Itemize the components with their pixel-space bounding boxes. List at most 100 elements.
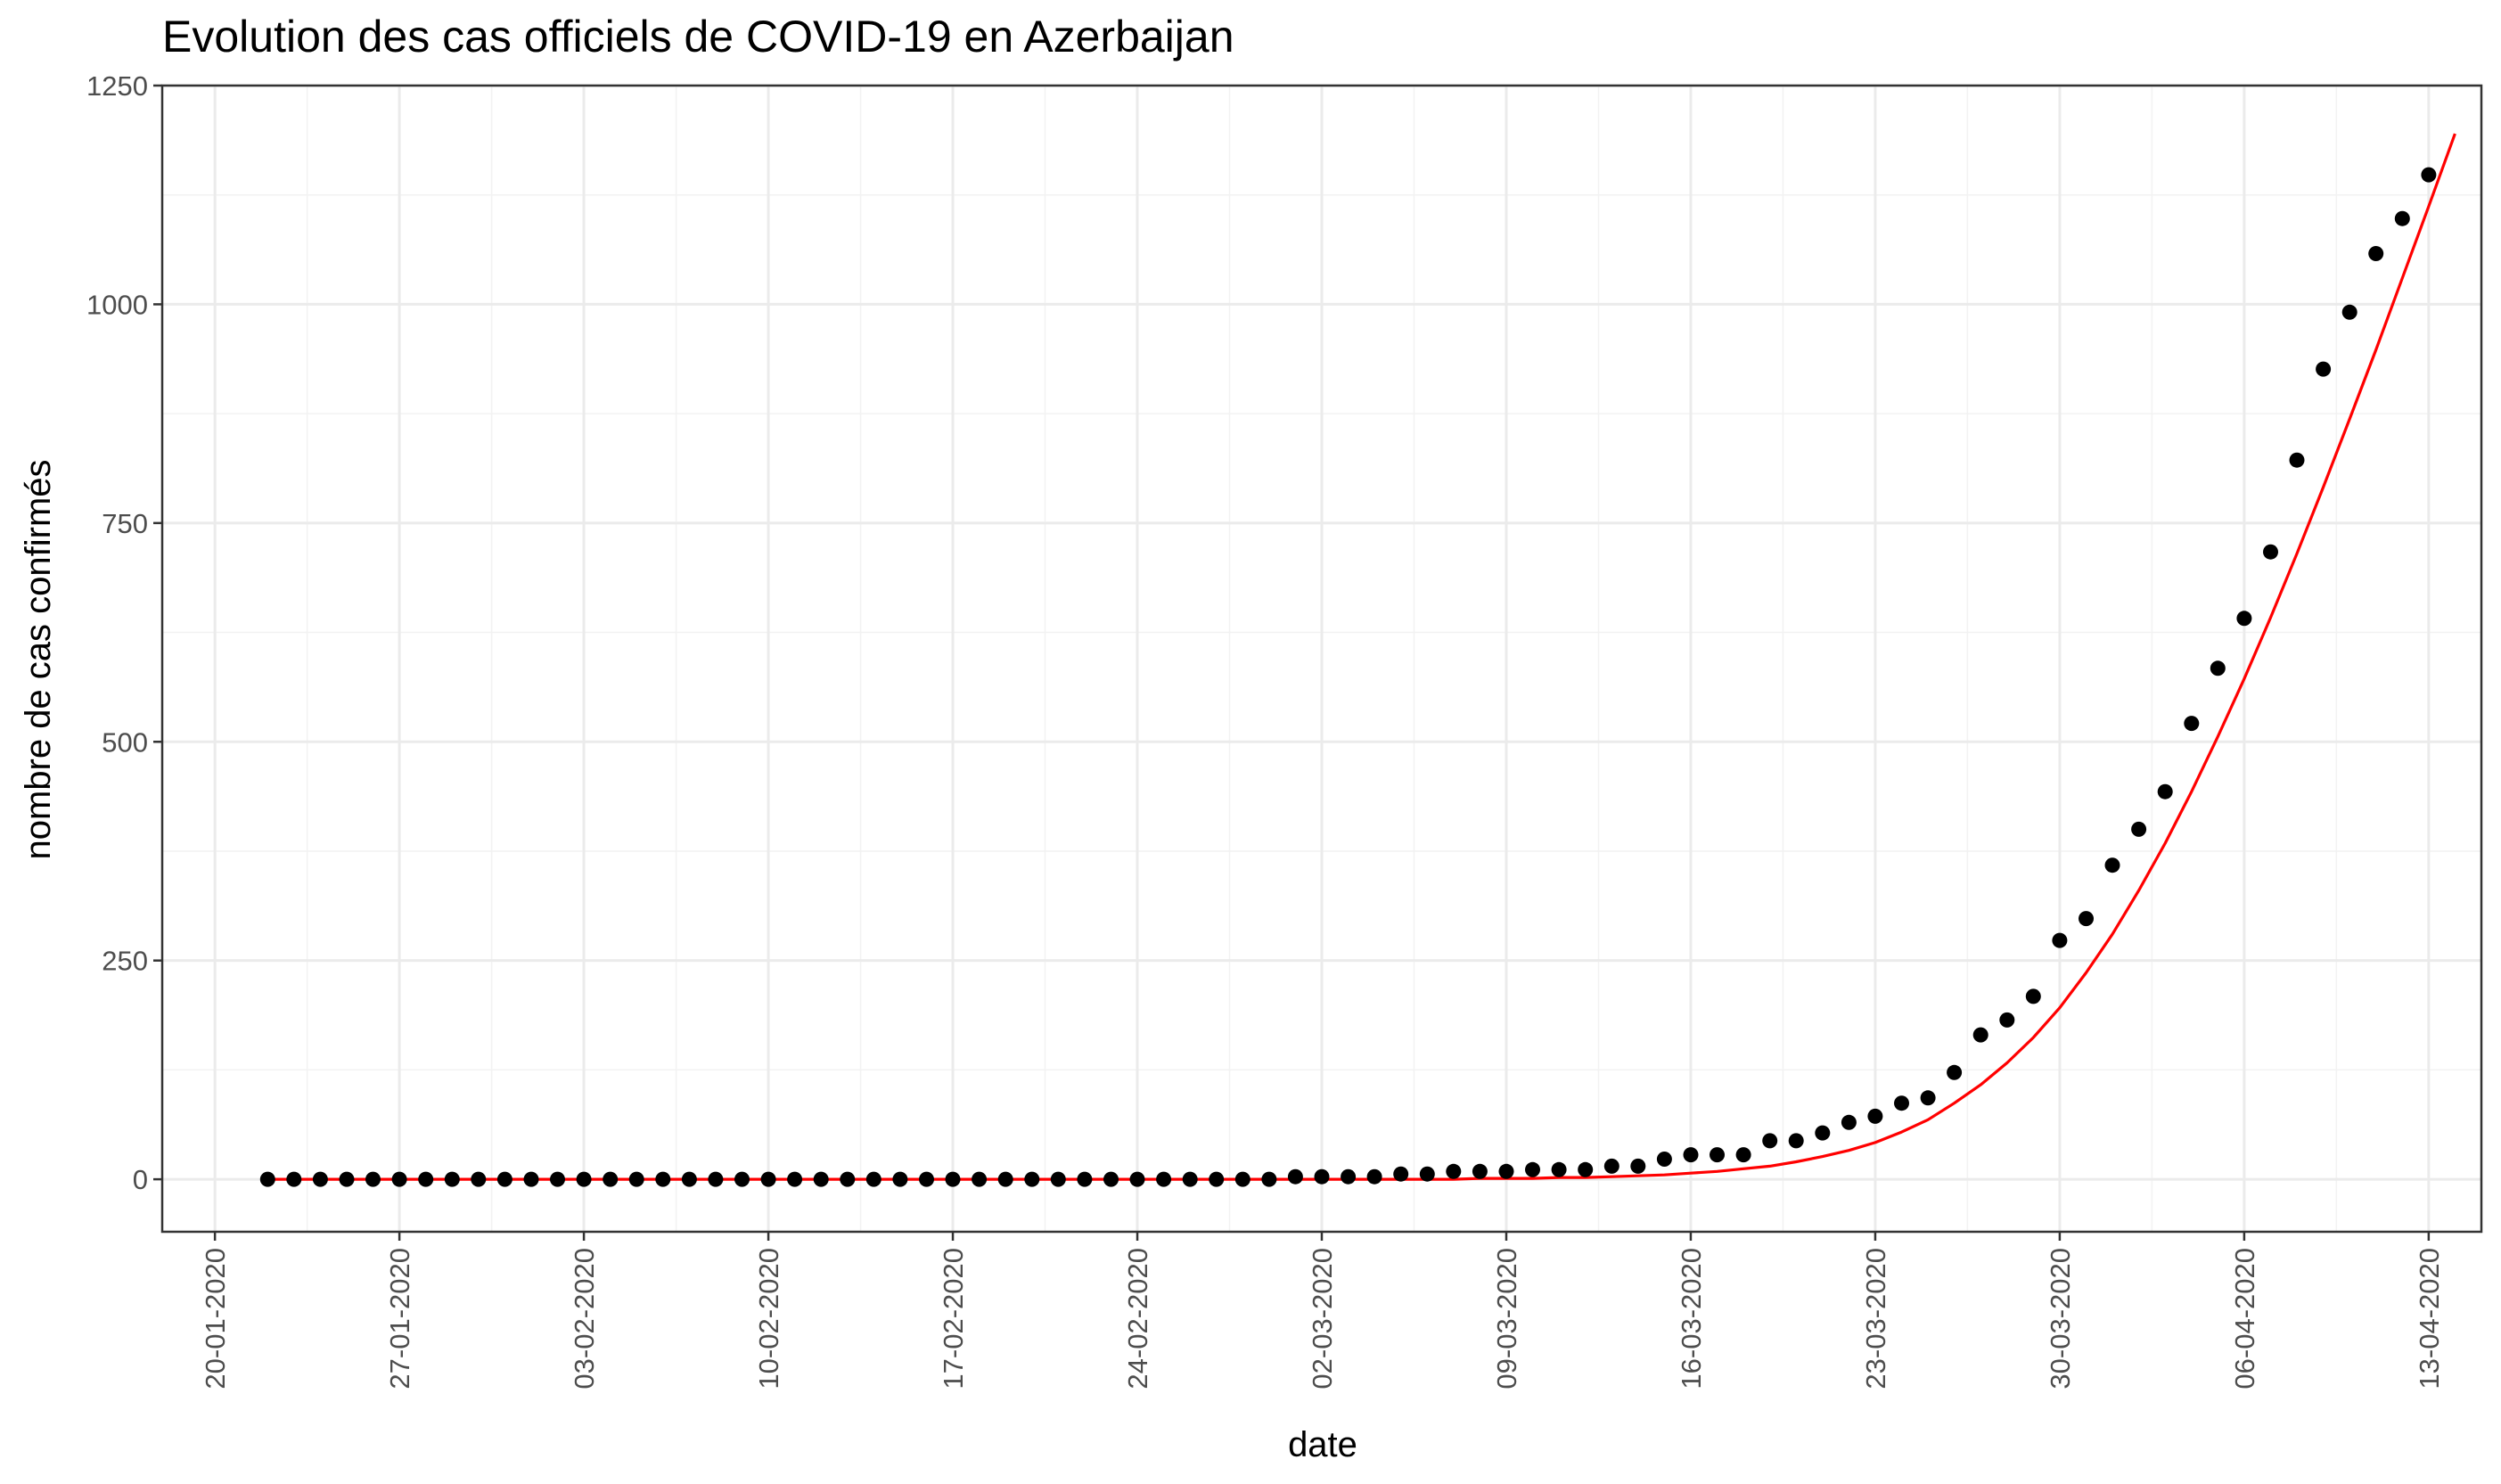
data-point — [1710, 1147, 1725, 1163]
data-point — [2079, 911, 2094, 927]
data-point — [1920, 1090, 1936, 1106]
data-point — [2104, 857, 2120, 873]
y-tick-label: 1250 — [86, 70, 148, 102]
data-point — [444, 1171, 460, 1187]
data-point — [2210, 660, 2226, 676]
data-point — [1815, 1125, 1831, 1141]
data-point — [1341, 1168, 1357, 1185]
data-point — [1999, 1012, 2015, 1028]
x-tick-label: 02-03-2020 — [1307, 1248, 1338, 1390]
data-point — [1762, 1133, 1778, 1149]
data-point — [1867, 1108, 1883, 1124]
data-point — [1551, 1161, 1567, 1177]
data-point — [1077, 1171, 1093, 1187]
x-tick-label: 27-01-2020 — [384, 1248, 415, 1390]
y-axis-title: nombre de cas confirmés — [19, 459, 58, 859]
data-point — [2394, 210, 2410, 226]
data-point — [1578, 1161, 1594, 1177]
data-point — [339, 1171, 355, 1187]
data-point — [312, 1171, 328, 1187]
data-point — [2341, 304, 2358, 320]
data-point — [1446, 1163, 1462, 1179]
data-point — [286, 1171, 302, 1187]
data-point — [1366, 1168, 1382, 1185]
data-point — [1261, 1171, 1277, 1187]
data-point — [1393, 1166, 1409, 1182]
x-tick-label: 30-03-2020 — [2045, 1248, 2076, 1390]
y-axis: 0 250 500 750 1000 1250 — [86, 70, 162, 1195]
data-point — [708, 1171, 724, 1187]
data-point — [418, 1171, 434, 1187]
data-point — [2263, 544, 2278, 560]
data-point — [892, 1171, 908, 1187]
data-point — [1472, 1163, 1488, 1179]
data-point — [365, 1171, 381, 1187]
x-tick-label: 09-03-2020 — [1491, 1248, 1522, 1390]
data-point — [1788, 1133, 1804, 1149]
y-tick-label: 1000 — [86, 289, 148, 320]
data-point — [628, 1171, 644, 1187]
y-tick-label: 750 — [102, 508, 148, 539]
data-point — [523, 1171, 539, 1187]
data-point — [1603, 1158, 1620, 1174]
data-point — [603, 1171, 619, 1187]
data-point — [813, 1171, 829, 1187]
data-point — [2025, 988, 2041, 1004]
x-tick-label: 24-02-2020 — [1122, 1248, 1153, 1390]
x-tick-label: 17-02-2020 — [938, 1248, 969, 1390]
gridlines — [162, 84, 2481, 1232]
data-point — [2421, 167, 2437, 183]
data-point — [997, 1171, 1013, 1187]
data-point — [550, 1171, 565, 1187]
data-point — [496, 1171, 512, 1187]
data-point — [1894, 1095, 1909, 1111]
data-point — [681, 1171, 697, 1187]
x-tick-label: 16-03-2020 — [1676, 1248, 1707, 1390]
data-point — [1156, 1171, 1172, 1187]
data-point — [945, 1171, 961, 1187]
x-tick-label: 13-04-2020 — [2414, 1248, 2445, 1390]
data-point — [471, 1171, 487, 1187]
x-tick-label: 20-01-2020 — [200, 1248, 231, 1390]
data-point — [1182, 1171, 1198, 1187]
x-axis-title: date — [1288, 1425, 1357, 1464]
data-point — [2368, 246, 2384, 261]
data-point — [1287, 1168, 1303, 1185]
data-point — [2236, 611, 2252, 627]
x-tick-label: 10-02-2020 — [753, 1248, 784, 1390]
data-point — [2157, 783, 2173, 799]
data-point — [2184, 716, 2200, 732]
data-point — [1209, 1171, 1225, 1187]
data-point — [1103, 1171, 1119, 1187]
data-point — [1314, 1168, 1330, 1185]
points-layer — [259, 167, 2437, 1187]
data-point — [1656, 1152, 1672, 1167]
data-point — [655, 1171, 671, 1187]
data-point — [1024, 1171, 1040, 1187]
data-point — [787, 1171, 803, 1187]
data-point — [2289, 452, 2305, 468]
data-point — [2316, 361, 2332, 377]
plot-panel — [160, 84, 2483, 1234]
data-point — [1419, 1166, 1435, 1182]
y-tick-label: 0 — [133, 1164, 148, 1195]
y-tick-label: 250 — [102, 946, 148, 977]
data-point — [1735, 1147, 1751, 1163]
data-point — [865, 1171, 882, 1187]
x-tick-label: 06-04-2020 — [2229, 1248, 2260, 1390]
x-axis: 20-01-2020 27-01-2020 03-02-2020 10-02-2020… — [200, 1232, 2445, 1390]
data-point — [1972, 1027, 1988, 1043]
data-point — [1525, 1161, 1540, 1177]
data-point — [1947, 1064, 1963, 1080]
data-point — [840, 1171, 856, 1187]
data-point — [1630, 1158, 1646, 1174]
data-point — [760, 1171, 776, 1187]
data-point — [259, 1171, 275, 1187]
data-point — [1050, 1171, 1066, 1187]
data-point — [1234, 1171, 1250, 1187]
data-point — [2052, 932, 2068, 948]
chart-title: Evolution des cas officiels de COVID-19 … — [162, 12, 1234, 61]
y-tick-label: 500 — [102, 726, 148, 758]
data-point — [1498, 1163, 1514, 1179]
